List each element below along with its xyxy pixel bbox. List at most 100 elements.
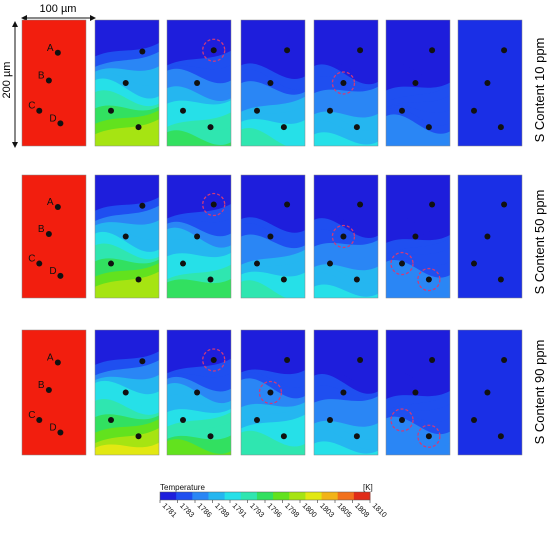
colorbar-segment xyxy=(176,492,193,500)
measurement-point xyxy=(471,107,477,114)
measurement-point xyxy=(471,417,477,423)
measurement-point xyxy=(425,124,432,131)
measurement-point xyxy=(399,417,405,423)
contour-panel xyxy=(166,19,232,147)
measurement-point xyxy=(36,107,43,114)
colorbar-segment xyxy=(192,492,209,500)
measurement-point xyxy=(139,202,146,209)
measurement-point xyxy=(207,433,214,440)
row-label-90ppm: S Content 90 ppm xyxy=(532,340,547,445)
contour-band xyxy=(386,134,450,146)
colorbar-tick-label: 1810 xyxy=(371,501,389,519)
colorbar-title: Temperature xyxy=(160,483,205,492)
measurement-point xyxy=(353,124,360,131)
measurement-point xyxy=(501,47,508,54)
colorbar-tick-label: 1805 xyxy=(336,501,354,519)
measurement-point xyxy=(484,389,491,396)
contour-panel xyxy=(385,19,451,147)
measurement-point xyxy=(180,107,186,114)
measurement-point xyxy=(280,433,287,440)
contour-panel xyxy=(94,19,160,147)
contour-panel xyxy=(313,19,379,147)
measurement-point xyxy=(108,107,114,114)
measurement-point xyxy=(45,77,52,84)
contour-band xyxy=(241,280,305,298)
measurement-point xyxy=(429,47,436,54)
measurement-point xyxy=(399,107,405,114)
point-label: B xyxy=(38,70,45,81)
colorbar-segment xyxy=(289,492,306,500)
contour-panel xyxy=(94,174,160,299)
colorbar-tick-label: 1800 xyxy=(301,501,319,519)
contour-band xyxy=(386,443,450,455)
colorbar-tick-label: 1803 xyxy=(318,501,336,519)
measurement-point xyxy=(180,260,186,267)
measurement-point xyxy=(429,357,436,363)
measurement-point xyxy=(327,417,333,423)
measurement-point xyxy=(327,260,333,267)
measurement-point xyxy=(57,429,64,436)
measurement-point xyxy=(267,80,274,86)
measurement-point xyxy=(57,120,64,127)
measurement-point xyxy=(425,433,432,440)
measurement-point xyxy=(284,47,291,54)
measurement-point xyxy=(135,124,142,131)
measurement-point xyxy=(267,389,274,396)
measurement-point xyxy=(340,233,347,240)
contour-band xyxy=(314,132,378,146)
measurement-point xyxy=(210,47,217,54)
colorbar-segment xyxy=(305,492,322,500)
measurement-point xyxy=(484,80,491,86)
measurement-point xyxy=(194,80,201,86)
point-label: C xyxy=(28,410,35,421)
contour-panel xyxy=(313,174,379,299)
measurement-point xyxy=(429,201,436,208)
contour-panel xyxy=(457,19,523,147)
highlight-circle xyxy=(202,192,226,217)
measurement-point xyxy=(425,276,432,283)
colorbar-segment xyxy=(160,492,177,500)
colorbar-unit: [K] xyxy=(363,483,373,492)
measurement-point xyxy=(45,387,52,393)
point-label: C xyxy=(28,254,35,265)
measurement-point xyxy=(327,107,333,114)
measurement-point xyxy=(280,124,287,131)
width-scale: 100 µm xyxy=(21,3,96,21)
measurement-point xyxy=(501,201,508,208)
measurement-point xyxy=(108,417,114,423)
contour-panel xyxy=(457,174,523,299)
contour-band xyxy=(167,439,231,455)
measurement-point xyxy=(135,276,142,283)
colorbar-tick-label: 1796 xyxy=(266,501,284,519)
colorbar-tick-label: 1791 xyxy=(231,501,249,519)
height-scale: 200 µm xyxy=(1,21,18,148)
measurement-point xyxy=(340,389,347,396)
highlight-circle xyxy=(331,224,356,249)
row-label-50ppm: S Content 50 ppm xyxy=(532,190,547,295)
point-label: D xyxy=(49,113,56,124)
colorbar-tick-label: 1793 xyxy=(248,501,266,519)
measurement-point xyxy=(45,231,52,238)
measurement-point xyxy=(353,276,360,283)
point-label: C xyxy=(28,101,35,112)
measurement-point xyxy=(471,260,477,267)
highlight-circle xyxy=(417,267,441,292)
colorbar-tick-label: 1786 xyxy=(196,501,214,519)
measurement-point xyxy=(412,80,419,86)
colorbar-segment xyxy=(353,492,371,500)
measurement-point xyxy=(210,357,217,363)
measurement-point xyxy=(36,417,43,423)
colorbar-segment xyxy=(273,492,290,500)
measurement-point xyxy=(54,359,61,366)
measurement-point xyxy=(254,107,260,114)
colorbar-tick-label: 1808 xyxy=(353,501,371,519)
measurement-point xyxy=(497,276,504,283)
point-label: A xyxy=(47,353,54,364)
measurement-point xyxy=(54,203,61,210)
measurement-point xyxy=(207,276,214,283)
colorbar-tick-label: 1783 xyxy=(178,501,196,519)
point-label: D xyxy=(49,423,56,434)
highlight-circle xyxy=(390,408,414,432)
colorbar-segment xyxy=(240,492,258,500)
